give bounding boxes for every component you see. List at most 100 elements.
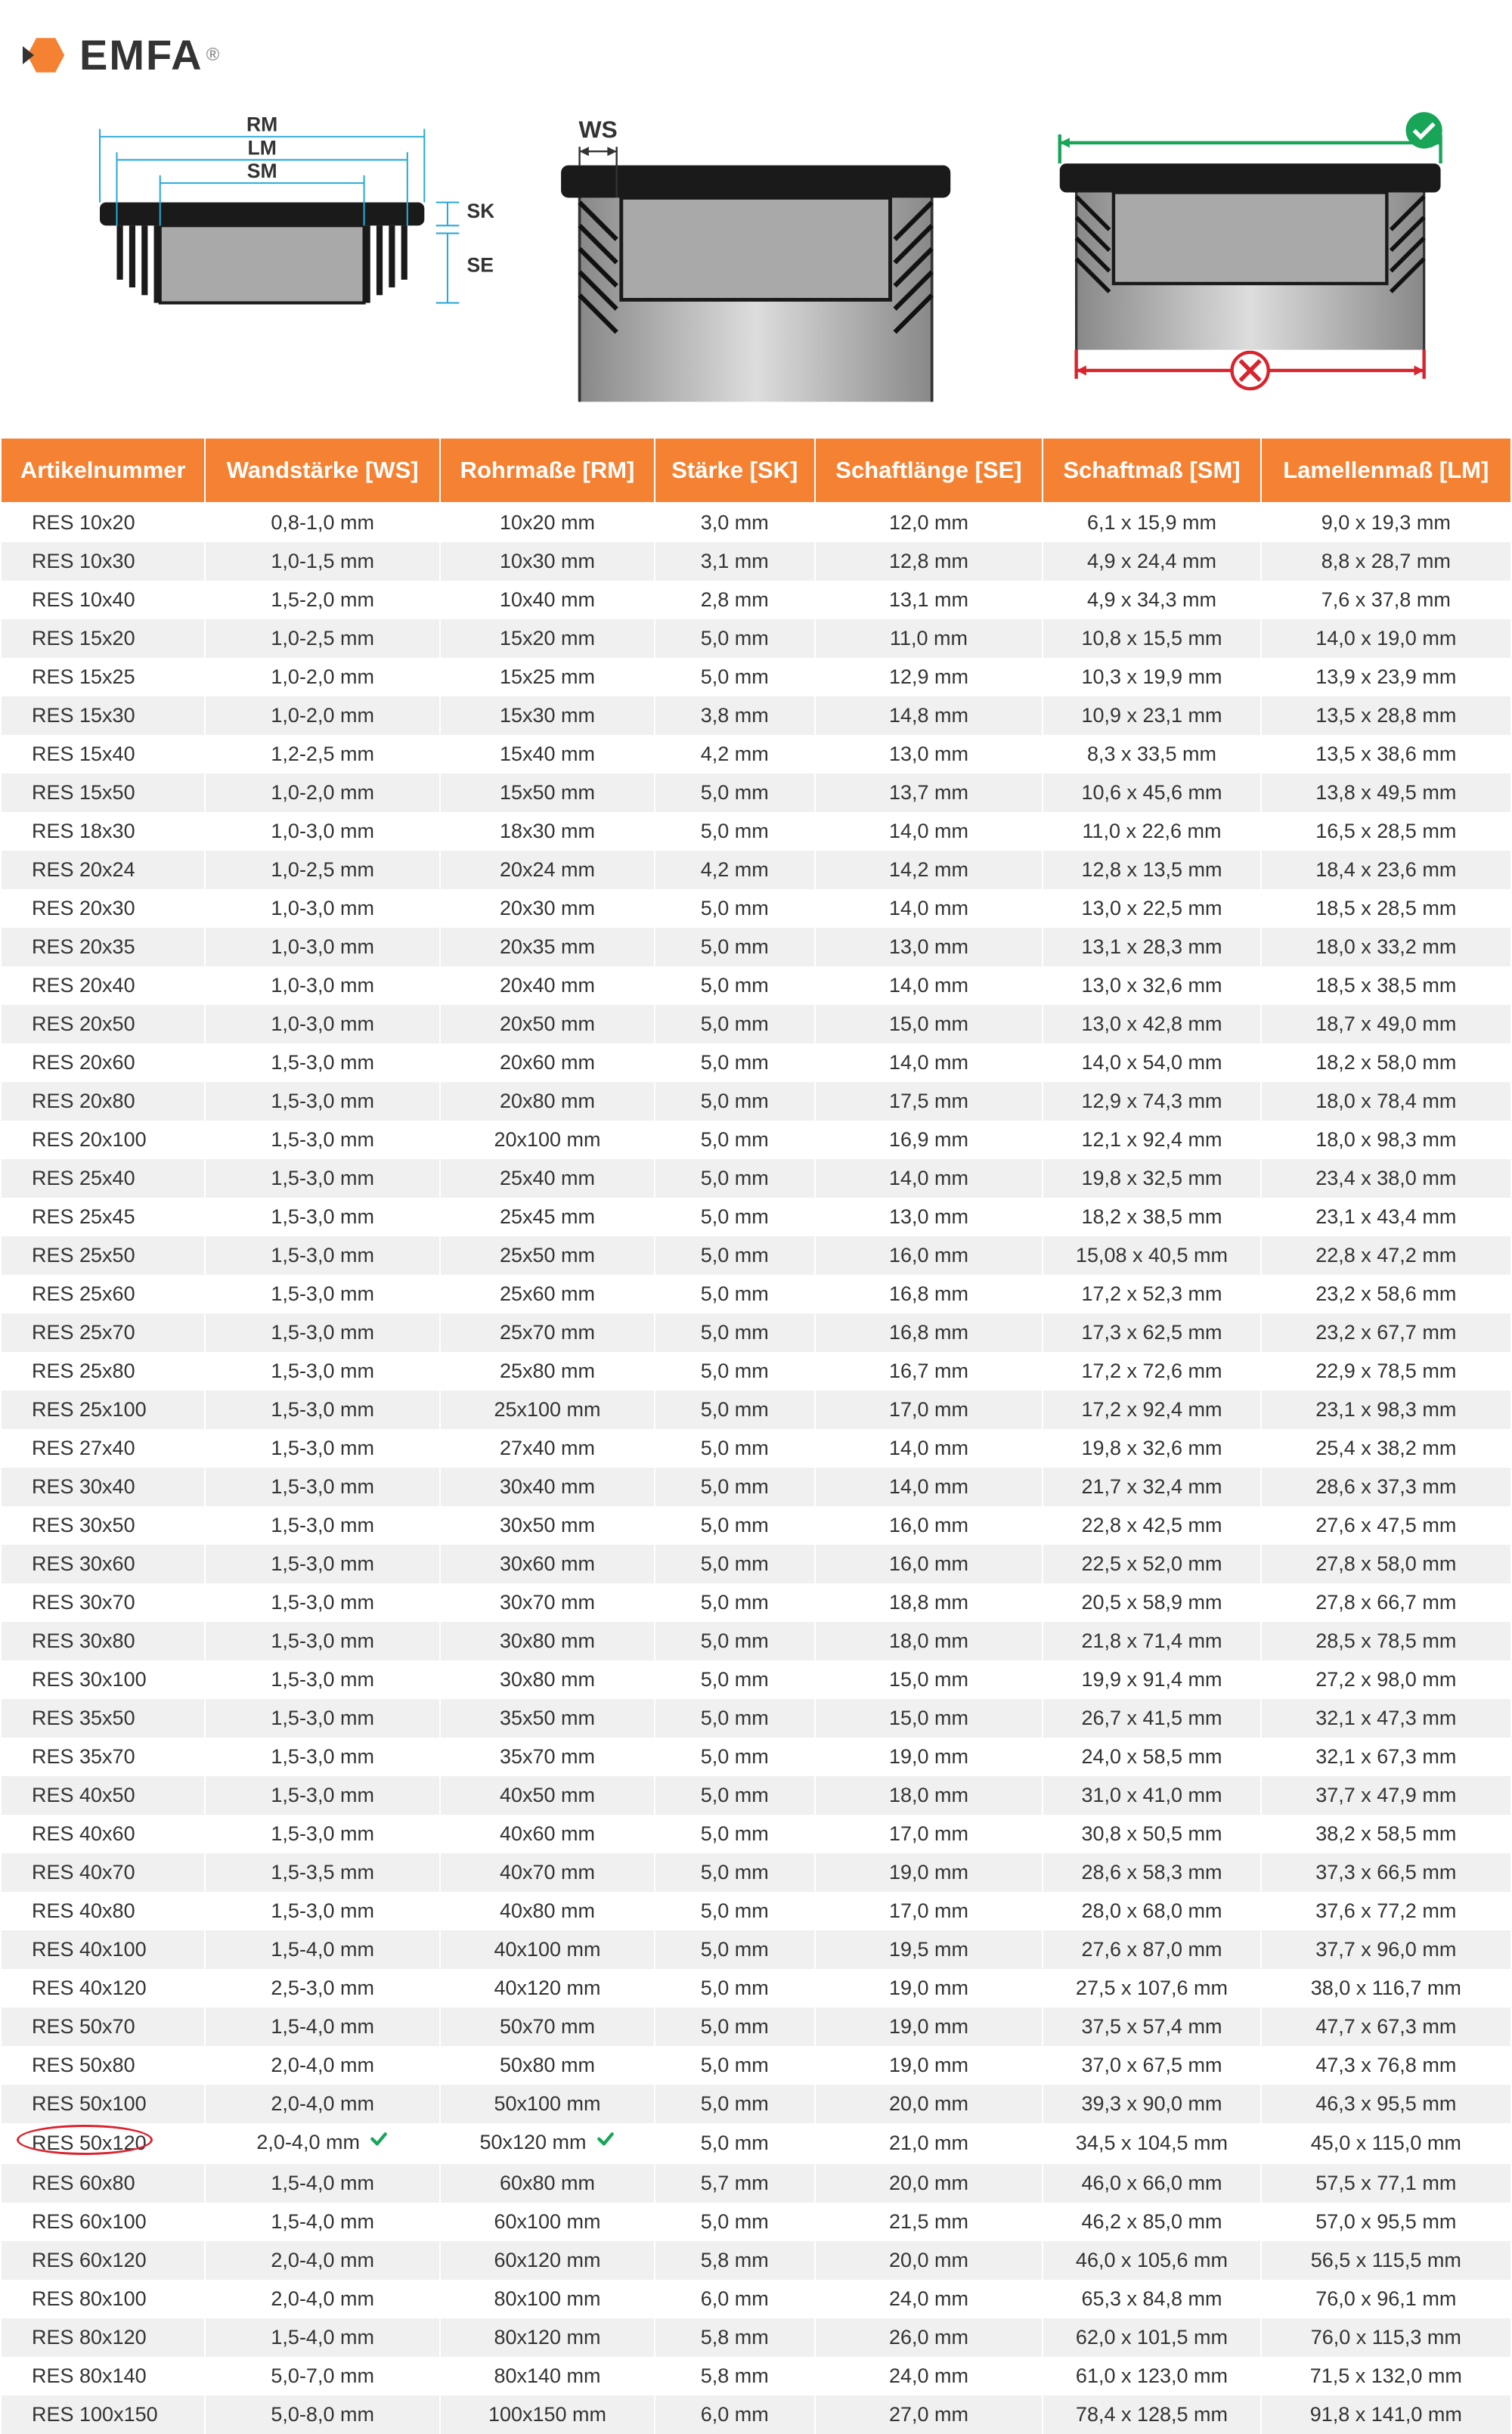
table-cell: RES 25x100 [1,1391,205,1429]
table-cell: RES 40x50 [1,1776,205,1815]
table-cell: 1,5-4,0 mm [205,2203,439,2241]
table-row: RES 25x1001,5-3,0 mm25x100 mm5,0 mm17,0 … [1,1391,1511,1429]
table-cell: 12,8 x 13,5 mm [1043,851,1260,889]
table-cell: 15x25 mm [440,658,655,696]
table-cell: 12,9 mm [815,658,1043,696]
table-row: RES 18x301,0-3,0 mm18x30 mm5,0 mm14,0 mm… [1,812,1511,851]
table-cell: 1,5-4,0 mm [205,2318,439,2357]
table-cell: RES 25x40 [1,1159,205,1198]
table-cell: 1,5-3,0 mm [205,1391,439,1429]
table-cell: 5,0 mm [655,1391,814,1429]
column-header: Lamellenmaß [LM] [1261,438,1511,503]
table-cell: 18,2 x 38,5 mm [1043,1198,1260,1236]
table-cell: 20x24 mm [440,851,655,889]
svg-text:LM: LM [247,136,276,159]
table-cell: 2,0-4,0 mm [205,2241,439,2280]
table-row: RES 30x601,5-3,0 mm30x60 mm5,0 mm16,0 mm… [1,1545,1511,1583]
table-cell: 20x80 mm [440,1082,655,1121]
table-cell: 80x100 mm [440,2280,655,2318]
table-row: RES 20x601,5-3,0 mm20x60 mm5,0 mm14,0 mm… [1,1043,1511,1082]
table-cell: RES 30x70 [1,1583,205,1622]
table-cell: 1,0-2,0 mm [205,658,439,696]
table-body: RES 10x200,8-1,0 mm10x20 mm3,0 mm12,0 mm… [1,503,1511,2434]
table-cell: RES 25x80 [1,1352,205,1391]
table-cell: 5,0 mm [655,1352,814,1391]
table-cell: 46,2 x 85,0 mm [1043,2203,1260,2241]
table-cell: 5,0 mm [655,928,814,966]
table-cell: RES 20x60 [1,1043,205,1082]
table-row: RES 60x801,5-4,0 mm60x80 mm5,7 mm20,0 mm… [1,2164,1511,2203]
table-cell: 37,7 x 96,0 mm [1261,1930,1511,1969]
table-cell: 50x100 mm [440,2085,655,2123]
table-cell: 15,0 mm [815,1699,1043,1738]
table-cell: RES 25x70 [1,1313,205,1352]
table-cell: RES 20x80 [1,1082,205,1121]
table-cell: 4,2 mm [655,735,814,774]
table-cell: 14,0 mm [815,812,1043,851]
table-cell: 18,0 mm [815,1622,1043,1660]
table-cell: 20,0 mm [815,2164,1043,2203]
table-cell: 5,0 mm [655,1159,814,1198]
table-cell: 5,8 mm [655,2357,814,2395]
column-header: Schaftmaß [SM] [1043,438,1260,503]
table-cell: 17,2 x 72,6 mm [1043,1352,1260,1391]
table-cell: 5,0 mm [655,1969,814,2008]
table-cell: 1,5-3,0 mm [205,1236,439,1275]
table-cell: RES 30x50 [1,1506,205,1545]
table-cell: 10x20 mm [440,503,655,542]
table-cell: 37,5 x 57,4 mm [1043,2008,1260,2046]
table-cell: 1,0-2,0 mm [205,696,439,735]
table-cell: RES 10x40 [1,581,205,619]
table-cell: 40x100 mm [440,1930,655,1969]
table-cell: 60x80 mm [440,2164,655,2203]
table-row: RES 25x501,5-3,0 mm25x50 mm5,0 mm16,0 mm… [1,1236,1511,1275]
table-cell: 1,5-3,0 mm [205,1776,439,1815]
table-cell: 23,1 x 98,3 mm [1261,1391,1511,1429]
table-row: RES 15x401,2-2,5 mm15x40 mm4,2 mm13,0 mm… [1,735,1511,774]
table-cell: 15x30 mm [440,696,655,735]
table-cell: 60x120 mm [440,2241,655,2280]
table-cell: 5,0 mm [655,1236,814,1275]
table-row: RES 60x1001,5-4,0 mm60x100 mm5,0 mm21,5 … [1,2203,1511,2241]
table-cell: 8,3 x 33,5 mm [1043,735,1260,774]
table-cell: 19,8 x 32,5 mm [1043,1159,1260,1198]
table-cell: 25x70 mm [440,1313,655,1352]
table-cell: 16,8 mm [815,1313,1043,1352]
table-row: RES 20x1001,5-3,0 mm20x100 mm5,0 mm16,9 … [1,1121,1511,1159]
table-cell: RES 25x45 [1,1198,205,1236]
table-cell: 16,8 mm [815,1275,1043,1313]
table-cell: 1,5-3,0 mm [205,1082,439,1121]
table-cell: 20,5 x 58,9 mm [1043,1583,1260,1622]
table-cell: 20x100 mm [440,1121,655,1159]
table-cell: 45,0 x 115,0 mm [1261,2123,1511,2164]
table-cell: 50x70 mm [440,2008,655,2046]
table-cell: 14,0 x 54,0 mm [1043,1043,1260,1082]
table-cell: 16,0 mm [815,1545,1043,1583]
table-cell: 5,0 mm [655,2085,814,2123]
table-cell: 14,0 mm [815,889,1043,928]
table-cell: 10x40 mm [440,581,655,619]
table-cell: 1,5-3,0 mm [205,1275,439,1313]
table-cell: 12,8 mm [815,542,1043,581]
table-cell: 5,0 mm [655,619,814,658]
table-cell: 11,0 x 22,6 mm [1043,812,1260,851]
table-cell: 22,9 x 78,5 mm [1261,1352,1511,1391]
table-cell: 17,2 x 92,4 mm [1043,1391,1260,1429]
table-cell: 1,5-3,0 mm [205,1468,439,1506]
table-cell: 27,6 x 47,5 mm [1261,1506,1511,1545]
table-cell: RES 40x70 [1,1853,205,1892]
table-cell: 61,0 x 123,0 mm [1043,2357,1260,2395]
table-cell: 14,8 mm [815,696,1043,735]
table-cell: 15x40 mm [440,735,655,774]
table-cell: 19,0 mm [815,1738,1043,1776]
table-cell: 23,1 x 43,4 mm [1261,1198,1511,1236]
table-cell: 23,2 x 58,6 mm [1261,1275,1511,1313]
table-cell: 3,8 mm [655,696,814,735]
table-cell: 13,0 x 32,6 mm [1043,966,1260,1005]
table-cell: 27,2 x 98,0 mm [1261,1660,1511,1699]
table-cell: 38,0 x 116,7 mm [1261,1969,1511,2008]
table-cell: RES 100x150 [1,2395,205,2434]
table-row: RES 27x401,5-3,0 mm27x40 mm5,0 mm14,0 mm… [1,1429,1511,1468]
table-cell: 26,7 x 41,5 mm [1043,1699,1260,1738]
table-row: RES 100x1505,0-8,0 mm100x150 mm6,0 mm27,… [1,2395,1511,2434]
